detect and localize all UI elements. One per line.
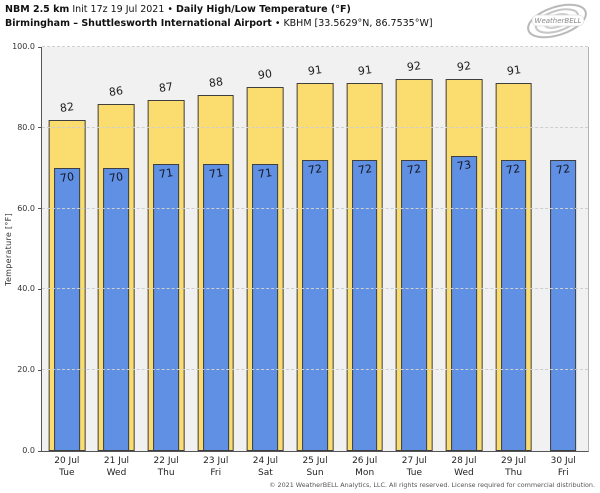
bar-slot-23-Jul: 88 71 23 Jul Fri xyxy=(191,47,241,478)
low-bar: 73 xyxy=(451,156,477,451)
gridline-y-60 xyxy=(42,207,588,209)
low-bar: 71 xyxy=(202,164,229,451)
plot-area: 82 70 20 Jul Tue 86 70 21 Jul Wed 87 71 22 Jul Thu 8… xyxy=(12,42,589,478)
low-bar: 72 xyxy=(500,160,527,451)
low-bar: 70 xyxy=(53,168,80,451)
y-tick-label: 100.0 xyxy=(12,42,35,51)
weatherbell-logo: WeatherBELL xyxy=(527,3,587,39)
x-tick-label: 20 Jul Tue xyxy=(54,456,80,478)
y-tick-label: 60.0 xyxy=(17,203,35,213)
y-tick-label: 80.0 xyxy=(17,122,35,132)
title-station: Birmingham – Shuttlesworth International… xyxy=(5,18,272,29)
gridline-y-20 xyxy=(42,369,588,371)
bar-slot-28-Jul: 92 73 28 Jul Wed xyxy=(439,47,489,478)
chart-title-line2: Birmingham – Shuttlesworth International… xyxy=(5,17,433,31)
y-tick-label: 0.0 xyxy=(22,446,35,455)
low-value-label: 72 xyxy=(356,162,373,178)
title-init: Init 17z 19 Jul 2021 • xyxy=(69,4,177,15)
y-axis-label-wrap: Temperature [°F] xyxy=(4,47,13,451)
low-value-label: 70 xyxy=(108,170,125,186)
low-bar: 71 xyxy=(252,164,279,451)
bar-slot-22-Jul: 87 71 22 Jul Thu xyxy=(141,47,191,478)
low-bar: 72 xyxy=(351,160,378,451)
gridline-y-80 xyxy=(42,126,588,128)
x-tick-label: 22 Jul Thu xyxy=(153,456,179,478)
x-tick-label: 29 Jul Thu xyxy=(501,456,527,478)
low-bar: 72 xyxy=(550,160,577,451)
x-tick-label: 27 Jul Tue xyxy=(401,456,427,478)
low-bar: 72 xyxy=(401,160,428,451)
chart-title-block: NBM 2.5 km Init 17z 19 Jul 2021 • Daily … xyxy=(5,3,433,31)
low-value-label: 72 xyxy=(307,162,323,178)
high-value-label: 91 xyxy=(307,63,323,79)
weatherbell-logo-text: WeatherBELL xyxy=(535,17,582,25)
y-tick-mark xyxy=(38,46,42,48)
x-tick-label: 21 Jul Wed xyxy=(103,456,130,478)
low-value-label: 73 xyxy=(456,158,472,174)
low-value-label: 71 xyxy=(207,166,224,182)
x-tick-label: 30 Jul Fri xyxy=(550,456,576,478)
high-value-label: 90 xyxy=(257,67,274,83)
high-value-label: 88 xyxy=(207,75,224,91)
low-value-label: 71 xyxy=(257,166,274,182)
title-model: NBM 2.5 km xyxy=(5,4,70,15)
bar-slot-29-Jul: 91 72 29 Jul Thu xyxy=(489,47,539,478)
bar-slot-25-Jul: 91 72 25 Jul Sun xyxy=(290,47,340,478)
bar-slot-24-Jul: 90 71 24 Jul Sat xyxy=(241,47,291,478)
high-value-label: 82 xyxy=(58,99,75,115)
title-variable: Daily High/Low Temperature (°F) xyxy=(176,4,351,15)
bar-slot-20-Jul: 82 70 20 Jul Tue xyxy=(42,47,92,478)
copyright-text: © 2021 WeatherBELL Analytics, LLC. All r… xyxy=(269,481,595,489)
bar-slot-30-Jul: 72 30 Jul Fri xyxy=(538,47,588,478)
y-axis-label: Temperature [°F] xyxy=(4,212,13,286)
high-value-label: 91 xyxy=(356,63,373,79)
y-tick-mark xyxy=(38,288,42,290)
high-value-label: 87 xyxy=(158,79,174,95)
high-value-label: 86 xyxy=(108,83,125,99)
bar-slots: 82 70 20 Jul Tue 86 70 21 Jul Wed 87 71 22 Jul Thu 8… xyxy=(42,47,588,478)
title-station-code: • KBHM [33.5629°N, 86.7535°W] xyxy=(271,18,433,29)
low-value-label: 72 xyxy=(505,162,522,178)
high-value-label: 91 xyxy=(505,63,522,79)
y-tick-mark xyxy=(38,369,42,371)
y-tick-label: 40.0 xyxy=(17,284,35,294)
chart-title-line1: NBM 2.5 km Init 17z 19 Jul 2021 • Daily … xyxy=(5,3,433,17)
low-value-label: 72 xyxy=(406,162,423,178)
gridline-y-40 xyxy=(42,288,588,290)
high-value-label: 92 xyxy=(406,59,423,75)
x-tick-label: 24 Jul Sat xyxy=(252,456,278,478)
high-value-label: 92 xyxy=(456,59,472,75)
bar-slot-27-Jul: 92 72 27 Jul Tue xyxy=(389,47,439,478)
low-value-label: 71 xyxy=(158,166,174,182)
x-tick-label: 28 Jul Wed xyxy=(451,456,477,478)
bar-slot-21-Jul: 86 70 21 Jul Wed xyxy=(92,47,142,478)
low-bar: 72 xyxy=(302,160,328,451)
y-tick-label: 20.0 xyxy=(17,365,35,375)
x-tick-label: 26 Jul Mon xyxy=(352,456,378,478)
x-tick-label: 23 Jul Fri xyxy=(203,456,229,478)
low-value-label: 70 xyxy=(58,170,75,186)
gridline-y-100 xyxy=(42,46,588,47)
y-tick-mark xyxy=(38,208,42,210)
low-bar: 71 xyxy=(153,164,179,451)
y-tick-mark xyxy=(38,450,42,452)
low-bar: 70 xyxy=(103,168,130,451)
bar-slot-26-Jul: 91 72 26 Jul Mon xyxy=(340,47,390,478)
x-tick-label: 25 Jul Sun xyxy=(302,456,328,478)
low-value-label: 72 xyxy=(555,162,572,178)
y-tick-mark xyxy=(38,127,42,129)
